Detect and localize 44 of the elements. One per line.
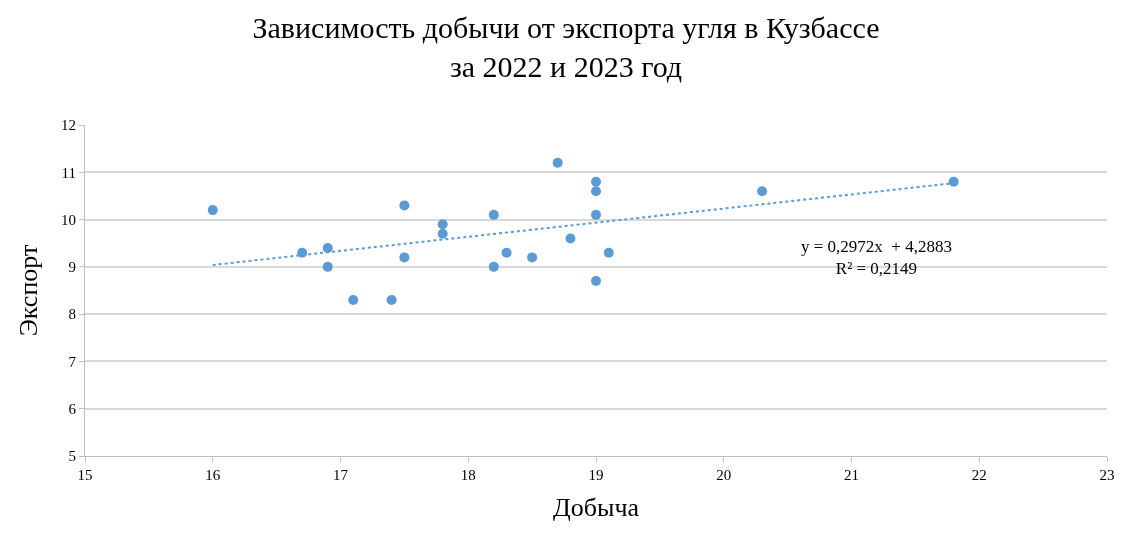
x-tick-label: 22 — [971, 467, 987, 483]
y-tick-label: 12 — [61, 117, 76, 134]
y-tick-label: 11 — [61, 164, 76, 181]
point — [757, 186, 768, 197]
x-tick-label: 15 — [77, 467, 93, 483]
x-tick-label: 20 — [716, 467, 732, 483]
x-axis-title: Добыча — [552, 492, 640, 522]
point — [488, 209, 499, 220]
point — [386, 294, 397, 305]
y-tick-label: 7 — [68, 353, 77, 370]
y-tick-label: 6 — [68, 400, 77, 417]
point — [591, 176, 601, 187]
point — [501, 247, 512, 258]
point — [322, 261, 333, 272]
point — [552, 157, 563, 168]
point — [297, 247, 308, 258]
point — [591, 209, 601, 220]
chart-title: Зависимость добычи от экспорта угля в Кузбассе за 2022 и 2023 год — [252, 11, 880, 84]
annotation: y = 0,2972x + 4,2883 R² = 0,2149 — [801, 237, 952, 279]
point — [591, 276, 601, 287]
point — [322, 242, 333, 253]
point — [591, 186, 601, 197]
x-tick-label: 21 — [844, 467, 859, 483]
y-tick-label: 8 — [68, 306, 76, 323]
y-tick-label: 5 — [68, 448, 76, 465]
x-tick-label: 19 — [588, 467, 604, 483]
y-tick-label: 9 — [68, 259, 76, 276]
x-tick-label: 18 — [460, 467, 476, 483]
x-tick-label: 16 — [205, 467, 221, 483]
point — [488, 261, 499, 272]
y-axis-title: Экспорт — [14, 244, 44, 337]
point — [527, 252, 538, 263]
point — [603, 247, 614, 258]
point — [399, 252, 410, 263]
point — [565, 233, 576, 244]
x-tick-label: 23 — [1099, 467, 1115, 483]
point — [399, 200, 410, 211]
point — [948, 176, 959, 187]
point — [437, 228, 448, 239]
point — [348, 294, 359, 305]
y-tick-label: 10 — [61, 211, 76, 228]
point — [207, 205, 218, 216]
x-tick-label: 17 — [333, 467, 349, 483]
point — [437, 219, 448, 230]
